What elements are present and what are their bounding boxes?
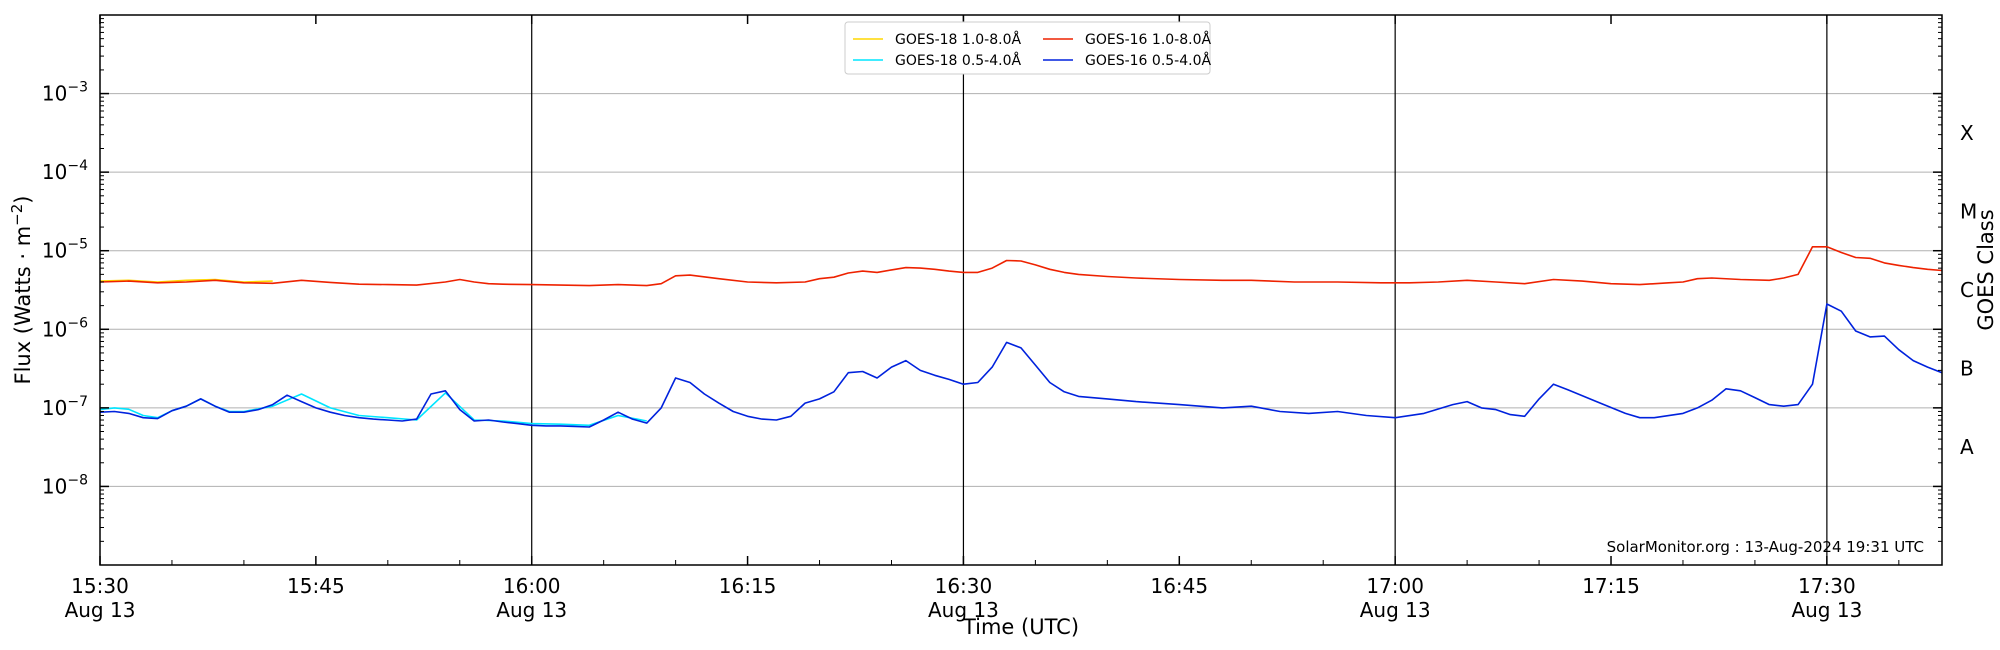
x-tick-label-3: 16:15: [719, 574, 777, 598]
y-tick-exponent-5: −3: [67, 80, 88, 96]
goes-class-x: X: [1960, 121, 1974, 145]
y-tick-label-3: 10−5: [42, 237, 88, 263]
legend-label-1: GOES-18 0.5-4.0Å: [895, 52, 1021, 69]
y-axis-ticks: 10−810−710−610−510−410−3: [42, 18, 1942, 542]
y-axis-title: Flux (Watts · m−2): [8, 195, 35, 384]
series-line-3: [99, 303, 1943, 428]
legend: GOES-18 1.0-8.0Å GOES-18 0.5-4.0Å GOES-16 …: [844, 21, 1211, 75]
y-tick-base-5: 10: [42, 82, 67, 106]
x-tick-date-2: Aug 13: [496, 598, 567, 622]
credit-text: SolarMonitor.org : 13-Aug-2024 19:31 UTC: [1607, 538, 1924, 556]
plot-frame: [99, 14, 1943, 566]
x-tick-date-6: Aug 13: [1360, 598, 1431, 622]
goes-class-c: C: [1960, 278, 1974, 302]
goes-class-a: A: [1960, 435, 1974, 459]
x-tick-date-0: Aug 13: [65, 598, 136, 622]
series-line-1: [99, 392, 647, 427]
goes-class-labels: X M C B A: [1960, 121, 1977, 459]
x-tick-label-7: 17:15: [1582, 574, 1640, 598]
series-line-2: [99, 246, 1943, 287]
x-tick-label-0: 15:30: [71, 574, 129, 598]
y-tick-exponent-1: −7: [67, 394, 88, 410]
y-tick-exponent-3: −5: [67, 237, 88, 253]
legend-label-2: GOES-16 1.0-8.0Å: [1085, 31, 1211, 48]
y-tick-base-0: 10: [42, 474, 67, 498]
goes-class-m: M: [1960, 199, 1977, 223]
horizontal-gridlines: [100, 93, 1942, 487]
x-tick-date-4: Aug 13: [928, 598, 999, 622]
x-tick-date-8: Aug 13: [1791, 598, 1862, 622]
legend-box: [844, 21, 1211, 75]
x-tick-label-5: 16:45: [1150, 574, 1208, 598]
y-tick-exponent-4: −4: [67, 158, 88, 174]
x-tick-label-2: 16:00: [503, 574, 561, 598]
series-lines: [99, 246, 1943, 428]
y-tick-label-5: 10−3: [42, 80, 88, 106]
y-tick-label-2: 10−6: [42, 315, 88, 341]
legend-label-0: GOES-18 1.0-8.0Å: [895, 31, 1021, 48]
x-tick-label-1: 15:45: [287, 574, 345, 598]
y-tick-base-4: 10: [42, 160, 67, 184]
x-tick-label-6: 17:00: [1366, 574, 1424, 598]
y-tick-exponent-0: −8: [67, 472, 88, 488]
y-tick-label-4: 10−4: [42, 158, 88, 184]
vertical-day-lines: [531, 15, 1828, 565]
x-tick-label-8: 17:30: [1798, 574, 1856, 598]
y-tick-base-1: 10: [42, 396, 67, 420]
y-tick-exponent-2: −6: [67, 315, 88, 331]
y-tick-base-3: 10: [42, 239, 67, 263]
x-axis-title: Time (UTC): [962, 615, 1079, 639]
goes-class-title: GOES Class: [1974, 209, 1998, 330]
y-axis-title-exponent: −2: [8, 204, 26, 226]
y-axis-title-close: ): [11, 195, 35, 203]
y-axis-title-base: Flux (Watts · m: [11, 226, 35, 385]
y-tick-label-1: 10−7: [42, 394, 88, 420]
y-tick-label-0: 10−8: [42, 472, 88, 498]
legend-label-3: GOES-16 0.5-4.0Å: [1085, 52, 1211, 69]
x-tick-label-4: 16:30: [935, 574, 993, 598]
goes-class-b: B: [1960, 357, 1974, 381]
y-tick-base-2: 10: [42, 317, 67, 341]
